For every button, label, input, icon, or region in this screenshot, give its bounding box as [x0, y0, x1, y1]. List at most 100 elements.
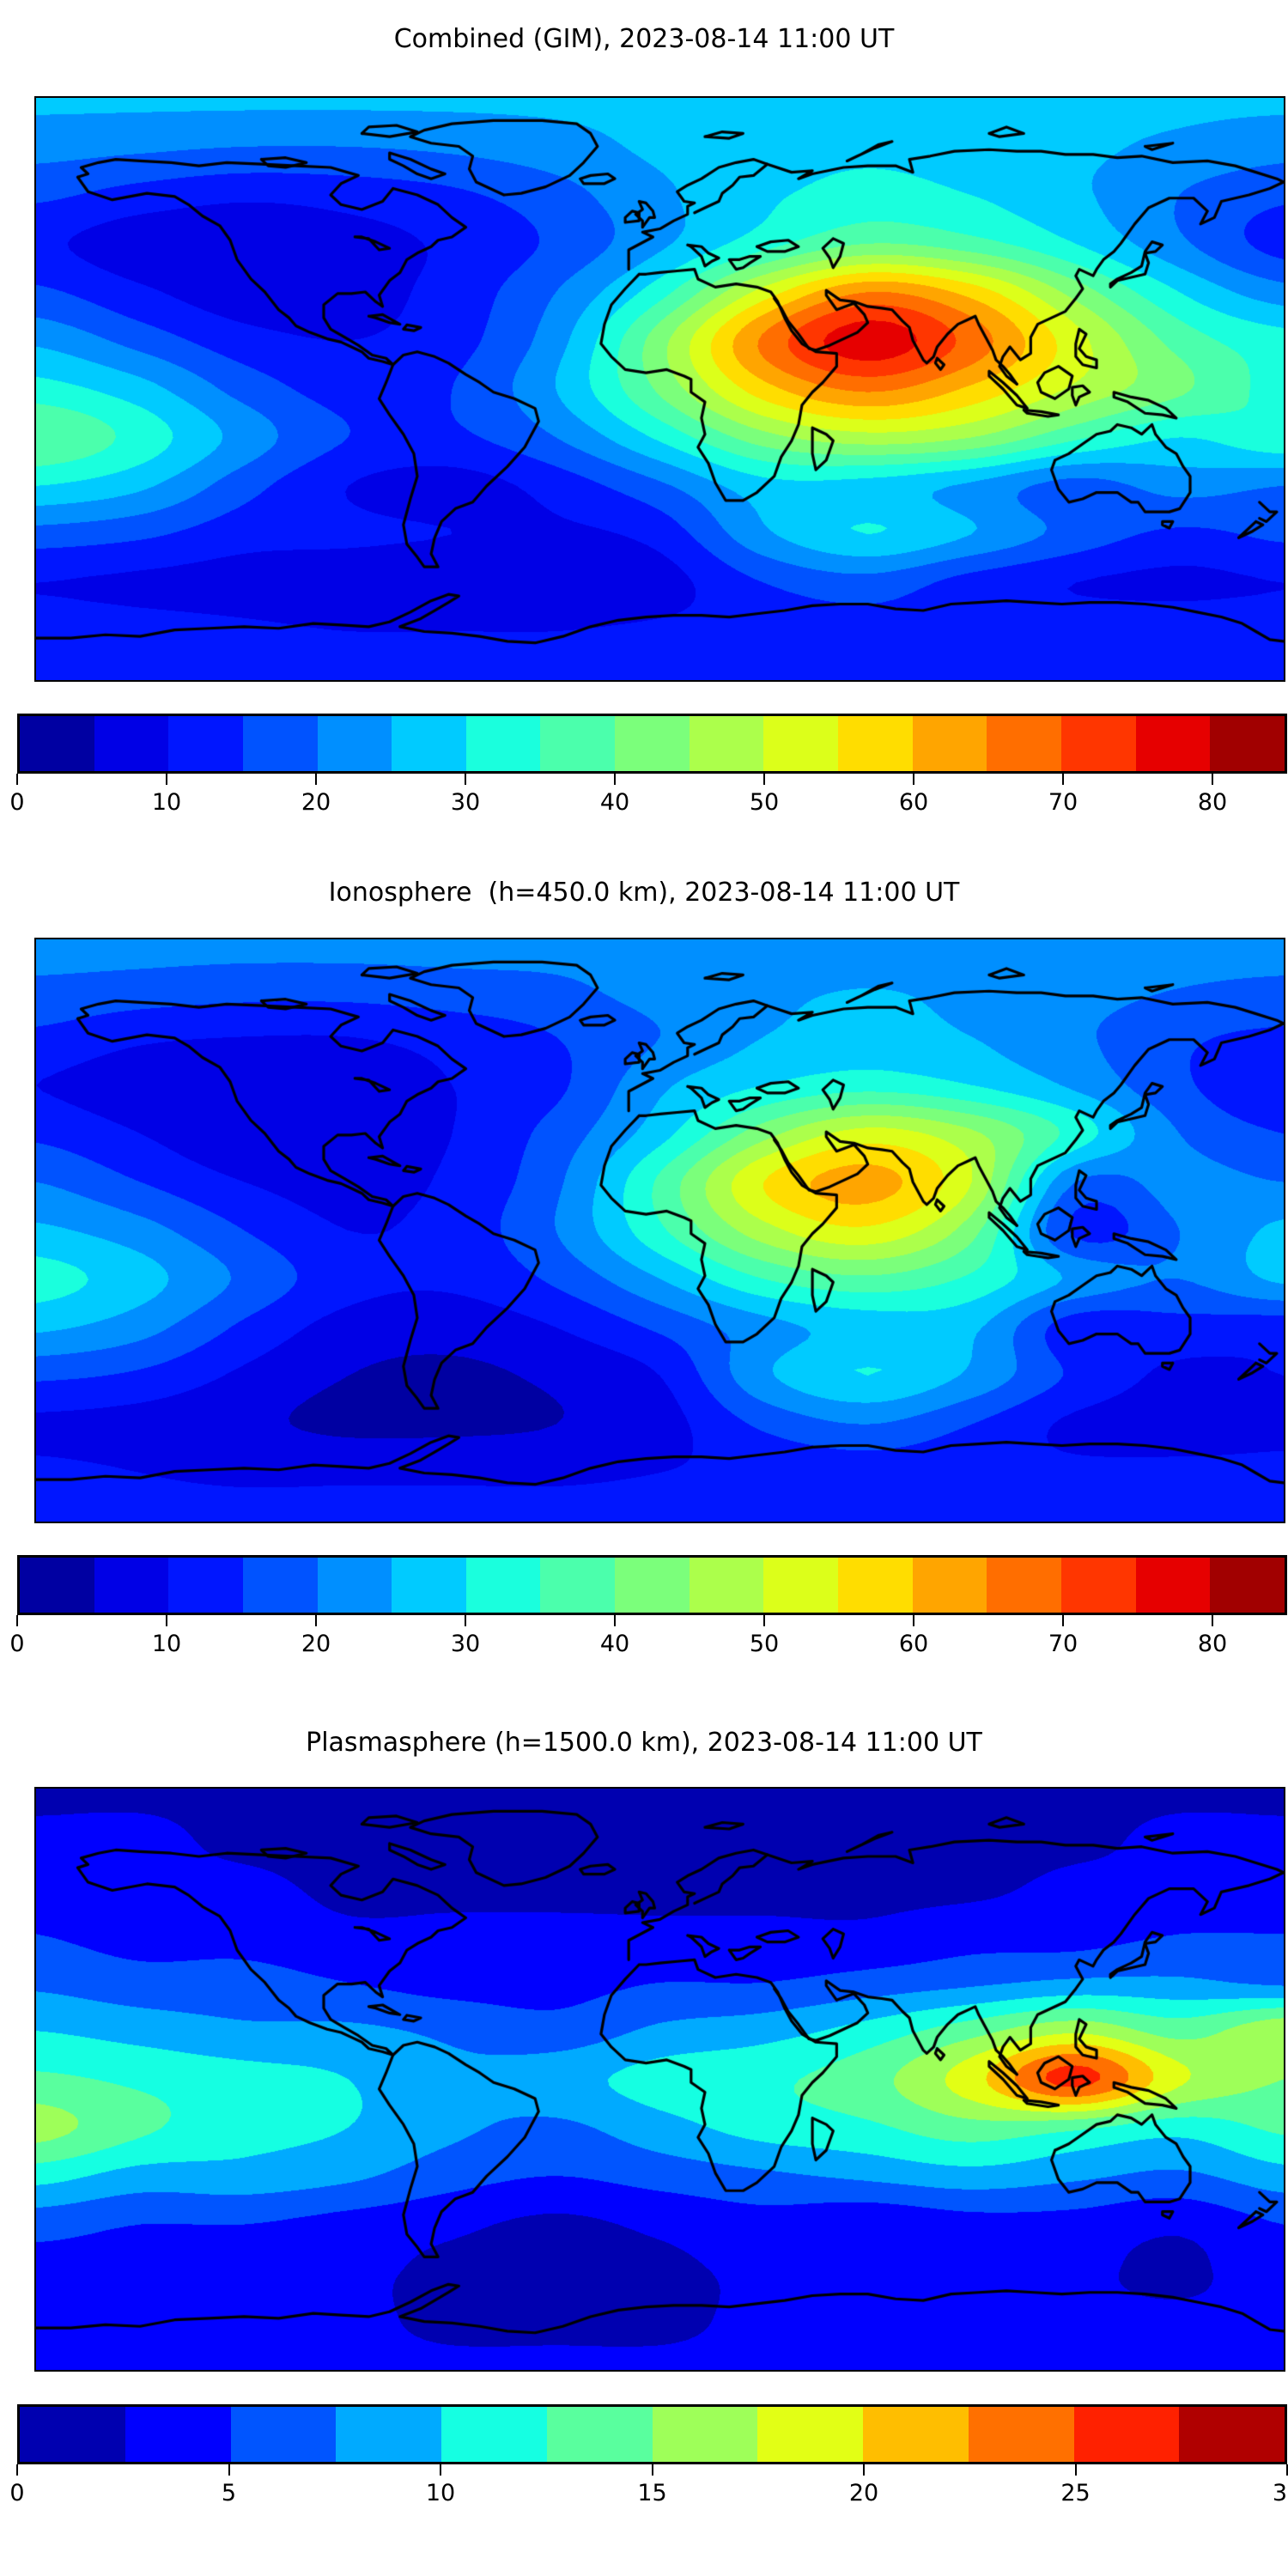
map-canvas-ionosphere — [36, 939, 1284, 1522]
colorbar-segment — [168, 1558, 243, 1613]
colorbar-tick-label: 40 — [599, 1631, 630, 1657]
colorbar-segment — [689, 716, 764, 771]
colorbar-segment — [392, 716, 466, 771]
colorbar-segment — [317, 716, 392, 771]
colorbar-tick-label: 25 — [1060, 2480, 1091, 2506]
colorbar-tick-label: 20 — [848, 2480, 879, 2506]
colorbar-segment — [465, 1558, 541, 1613]
colorbar-tick-label: 60 — [898, 1631, 929, 1657]
panel-title-combined: Combined (GIM), 2023-08-14 11:00 UT — [393, 24, 895, 54]
colorbar-segment — [392, 1558, 466, 1613]
colorbar-segment — [20, 716, 94, 771]
colorbar-tick — [465, 774, 466, 785]
colorbar-tick — [1062, 1615, 1064, 1626]
map-ionosphere — [34, 938, 1285, 1523]
colorbar-segment — [987, 716, 1061, 771]
colorbar-segment — [615, 716, 690, 771]
colorbar-tick-label: 30 — [450, 789, 481, 816]
colorbar-segment — [987, 1558, 1061, 1613]
colorbar-tick-label: 60 — [898, 789, 929, 816]
map-canvas-plasmasphere — [36, 1789, 1284, 2370]
colorbar-segment — [242, 1558, 318, 1613]
colorbar-tick — [166, 774, 167, 785]
colorbar-segment — [336, 2407, 441, 2462]
colorbar-segment — [230, 2407, 337, 2462]
colorbar-segment — [1073, 2407, 1180, 2462]
colorbar-tick — [315, 774, 317, 785]
colorbar-tick — [913, 1615, 914, 1626]
colorbar-tick-label: 70 — [1048, 789, 1078, 816]
colorbar-segment — [465, 716, 541, 771]
colorbar-tick-label: 0 — [9, 789, 25, 816]
map-canvas-combined — [36, 98, 1284, 680]
colorbar-tick — [16, 774, 18, 785]
colorbar-segment — [689, 1558, 764, 1613]
colorbar-tick — [1062, 774, 1064, 785]
colorbar-tick-label: 0 — [9, 2480, 25, 2506]
colorbar-segment — [763, 716, 839, 771]
colorbar-tick — [16, 2464, 18, 2476]
panel-title-plasmasphere: Plasmasphere (h=1500.0 km), 2023-08-14 1… — [306, 1728, 982, 1758]
colorbar-tick — [16, 1615, 18, 1626]
colorbar-tick — [614, 1615, 616, 1626]
colorbar-segment — [863, 2407, 969, 2462]
colorbar-segment — [540, 716, 616, 771]
colorbar-segment — [1060, 1558, 1136, 1613]
colorbar-ionosphere — [17, 1555, 1287, 1615]
colorbar-segment — [968, 2407, 1074, 2462]
colorbar-tick — [1074, 2464, 1077, 2476]
colorbar-combined — [17, 714, 1287, 774]
colorbar-segment — [1210, 1558, 1285, 1613]
colorbar-segment — [94, 1558, 169, 1613]
colorbar-segment — [20, 1558, 94, 1613]
colorbar-segment — [1179, 2407, 1285, 2462]
colorbar-segment — [125, 2407, 231, 2462]
map-combined — [34, 96, 1285, 682]
colorbar-segment — [757, 2407, 863, 2462]
colorbar-tick-label: 30 — [1272, 2480, 1288, 2506]
colorbar-tick-label: 10 — [151, 1631, 182, 1657]
colorbar-segment — [441, 2407, 547, 2462]
colorbar-segment — [615, 1558, 690, 1613]
colorbar-tick — [614, 774, 616, 785]
colorbar-tick — [1286, 2464, 1288, 2476]
colorbar-tick-label: 40 — [599, 789, 630, 816]
colorbar-tick — [228, 2464, 230, 2476]
colorbar-tick-label: 10 — [425, 2480, 456, 2506]
colorbar-tick-label: 30 — [450, 1631, 481, 1657]
colorbar-tick — [465, 1615, 466, 1626]
colorbar-tick — [863, 2464, 865, 2476]
colorbar-tick-label: 20 — [301, 1631, 331, 1657]
colorbar-tick-label: 15 — [637, 2480, 667, 2506]
colorbar-segment — [168, 716, 243, 771]
panel-title-ionosphere: Ionosphere (h=450.0 km), 2023-08-14 11:0… — [328, 878, 960, 908]
colorbar-segment — [540, 1558, 616, 1613]
colorbar-segment — [20, 2407, 125, 2462]
colorbar-segment — [1060, 716, 1136, 771]
colorbar-tick-label: 80 — [1197, 1631, 1228, 1657]
colorbar-segment — [1135, 1558, 1211, 1613]
colorbar-plasmasphere — [17, 2404, 1287, 2464]
colorbar-segment — [838, 1558, 913, 1613]
colorbar-tick — [1212, 774, 1213, 785]
colorbar-tick — [913, 774, 914, 785]
colorbar-segment — [912, 716, 987, 771]
colorbar-tick — [651, 2464, 653, 2476]
colorbar-segment — [94, 716, 169, 771]
colorbar-tick — [763, 774, 765, 785]
colorbar-segment — [1210, 716, 1285, 771]
colorbar-segment — [317, 1558, 392, 1613]
colorbar-segment — [763, 1558, 839, 1613]
colorbar-tick — [763, 1615, 765, 1626]
colorbar-segment — [1135, 716, 1211, 771]
colorbar-segment — [546, 2407, 653, 2462]
colorbar-tick-label: 70 — [1048, 1631, 1078, 1657]
colorbar-segment — [912, 1558, 987, 1613]
colorbar-tick — [440, 2464, 441, 2476]
colorbar-tick — [1212, 1615, 1213, 1626]
colorbar-tick-label: 20 — [301, 789, 331, 816]
colorbar-tick — [166, 1615, 167, 1626]
colorbar-segment — [242, 716, 318, 771]
colorbar-tick-label: 50 — [749, 1631, 780, 1657]
colorbar-tick-label: 10 — [151, 789, 182, 816]
